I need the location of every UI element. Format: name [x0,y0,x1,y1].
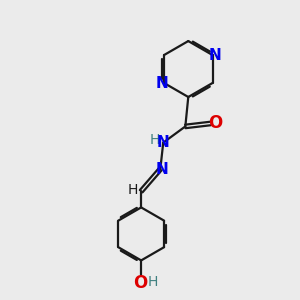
Text: O: O [134,274,148,292]
Text: H: H [150,133,160,147]
Text: H: H [128,183,138,197]
Text: N: N [208,47,221,62]
Text: N: N [156,76,168,91]
Text: O: O [208,115,223,133]
Text: N: N [155,162,168,177]
Text: H: H [147,275,158,290]
Text: N: N [157,135,169,150]
